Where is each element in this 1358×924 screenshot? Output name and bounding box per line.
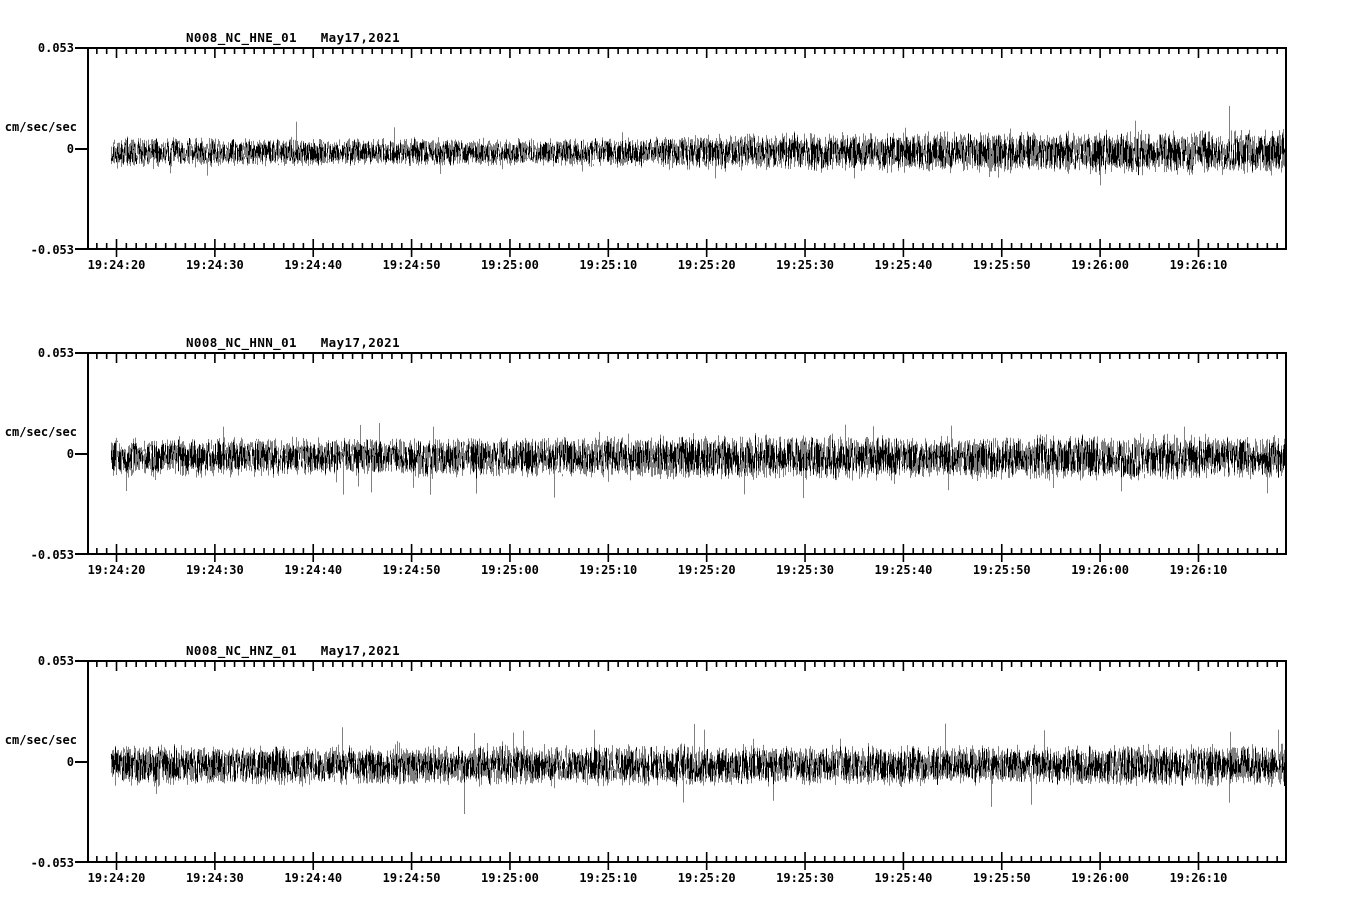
x-tick-label: 19:24:30 xyxy=(185,871,244,885)
y-tick-label-max: 0.053 xyxy=(37,41,74,55)
x-tick-label: 19:25:20 xyxy=(677,563,736,577)
panel-title: N008_NC_HNZ_01 May17,2021 xyxy=(186,643,400,658)
x-axis-labels: 19:24:20 19:24:30 19:24:40 19:24:50 19:25:00… xyxy=(0,563,1358,585)
x-tick-label: 19:25:00 xyxy=(481,258,539,272)
x-tick-label: 19:26:10 xyxy=(1169,258,1228,272)
x-tick-label: 19:25:20 xyxy=(677,871,736,885)
y-tick-mark-max xyxy=(75,352,87,354)
plot-frame xyxy=(87,47,1287,250)
y-tick-mark-zero xyxy=(75,148,87,150)
y-tick-label-zero: 0 xyxy=(66,447,74,461)
x-tick-label: 19:25:50 xyxy=(972,871,1031,885)
x-tick-label: 19:25:30 xyxy=(776,563,834,577)
x-tick-label: 19:26:10 xyxy=(1169,563,1228,577)
x-tick-label: 19:24:50 xyxy=(382,258,441,272)
x-tick-label: 19:25:40 xyxy=(874,258,933,272)
y-tick-mark-max xyxy=(75,47,87,49)
plot-frame xyxy=(87,352,1287,555)
waveform-trace-hne xyxy=(89,49,1285,248)
y-tick-label-zero: 0 xyxy=(66,755,74,769)
waveform-trace-hnn xyxy=(89,354,1285,553)
y-tick-mark-zero xyxy=(75,761,87,763)
x-tick-label: 19:25:10 xyxy=(579,871,638,885)
x-tick-label: 19:26:00 xyxy=(1071,563,1130,577)
x-tick-label: 19:25:50 xyxy=(972,563,1031,577)
plot-frame xyxy=(87,660,1287,863)
panel-title: N008_NC_HNN_01 May17,2021 xyxy=(186,335,400,350)
seismogram-panel-hnz: N008_NC_HNZ_01 May17,2021 cm/sec/sec 0.0… xyxy=(0,613,1358,913)
x-tick-label: 19:25:20 xyxy=(677,258,736,272)
y-tick-label-min: -0.053 xyxy=(30,856,74,870)
x-axis-labels: 19:24:20 19:24:30 19:24:40 19:24:50 19:25:00… xyxy=(0,258,1358,280)
x-tick-label: 19:25:40 xyxy=(874,871,933,885)
y-tick-mark-zero xyxy=(75,453,87,455)
x-axis-labels: 19:24:20 19:24:30 19:24:40 19:24:50 19:25:00… xyxy=(0,871,1358,893)
x-tick-label: 19:25:10 xyxy=(579,563,638,577)
x-tick-label: 19:26:00 xyxy=(1071,258,1130,272)
x-tick-label: 19:24:50 xyxy=(382,563,441,577)
y-tick-label-zero: 0 xyxy=(66,142,74,156)
y-tick-label-min: -0.053 xyxy=(30,243,74,257)
y-tick-mark-min xyxy=(75,248,87,250)
x-tick-label: 19:25:10 xyxy=(579,258,638,272)
y-axis-units-label: cm/sec/sec xyxy=(4,733,77,747)
seismogram-panel-hne: N008_NC_HNE_01 May17,2021 cm/sec/sec 0.0… xyxy=(0,0,1358,300)
x-tick-label: 19:24:40 xyxy=(284,563,343,577)
x-tick-label: 19:24:30 xyxy=(185,563,244,577)
x-tick-label: 19:25:30 xyxy=(776,871,834,885)
y-tick-label-max: 0.053 xyxy=(37,654,74,668)
y-tick-mark-min xyxy=(75,553,87,555)
x-tick-label: 19:26:00 xyxy=(1071,871,1130,885)
x-tick-label: 19:24:50 xyxy=(382,871,441,885)
seismogram-panel-hnn: N008_NC_HNN_01 May17,2021 cm/sec/sec 0.0… xyxy=(0,305,1358,605)
x-tick-label: 19:24:40 xyxy=(284,871,343,885)
waveform-trace-hnz xyxy=(89,662,1285,861)
panel-title: N008_NC_HNE_01 May17,2021 xyxy=(186,30,400,45)
y-tick-label-min: -0.053 xyxy=(30,548,74,562)
x-tick-label: 19:25:00 xyxy=(481,563,539,577)
x-tick-label: 19:24:20 xyxy=(87,563,146,577)
x-tick-label: 19:26:10 xyxy=(1169,871,1228,885)
x-tick-label: 19:25:40 xyxy=(874,563,933,577)
y-tick-mark-max xyxy=(75,660,87,662)
x-tick-label: 19:25:00 xyxy=(481,871,539,885)
y-tick-mark-min xyxy=(75,861,87,863)
x-tick-label: 19:25:50 xyxy=(972,258,1031,272)
x-tick-label: 19:24:40 xyxy=(284,258,343,272)
x-tick-label: 19:25:30 xyxy=(776,258,834,272)
y-tick-label-max: 0.053 xyxy=(37,346,74,360)
y-axis-units-label: cm/sec/sec xyxy=(4,425,77,439)
x-tick-label: 19:24:20 xyxy=(87,871,146,885)
x-tick-label: 19:24:20 xyxy=(87,258,146,272)
y-axis-units-label: cm/sec/sec xyxy=(4,120,77,134)
x-tick-label: 19:24:30 xyxy=(185,258,244,272)
